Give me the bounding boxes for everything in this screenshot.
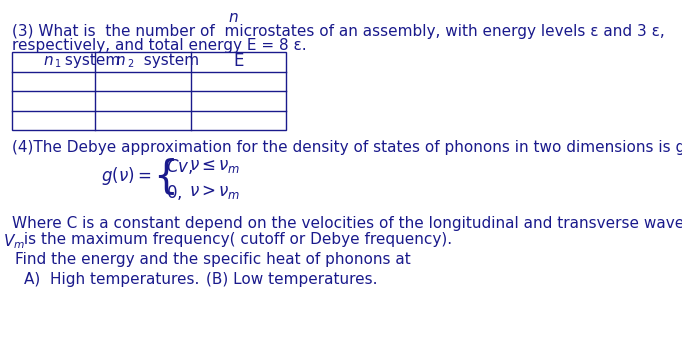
Text: n: n xyxy=(229,10,239,25)
Text: 2: 2 xyxy=(127,59,133,69)
Text: E: E xyxy=(233,52,243,70)
Text: (3) What is  the number of  microstates of an assembly, with energy levels ε and: (3) What is the number of microstates of… xyxy=(12,24,665,39)
Text: Where C is a constant depend on the velocities of the longitudinal and transvers: Where C is a constant depend on the velo… xyxy=(12,216,682,231)
Text: $V_m$: $V_m$ xyxy=(3,232,25,251)
Bar xyxy=(12,52,286,130)
Text: 1: 1 xyxy=(55,59,61,69)
Text: n: n xyxy=(44,53,53,68)
Text: $0,$: $0,$ xyxy=(166,182,182,202)
Text: (4)The Debye approximation for the density of states of phonons in two dimension: (4)The Debye approximation for the densi… xyxy=(12,140,682,155)
Text: Find the energy and the specific heat of phonons at: Find the energy and the specific heat of… xyxy=(15,252,411,267)
Text: $g(\nu) =$: $g(\nu) =$ xyxy=(100,165,151,187)
Text: n: n xyxy=(116,53,125,68)
Text: $\nu \leq \nu_m$: $\nu \leq \nu_m$ xyxy=(189,157,241,175)
Text: {: { xyxy=(153,157,178,195)
Text: system: system xyxy=(60,53,121,68)
Text: respectively, and total energy E = 8 ε.: respectively, and total energy E = 8 ε. xyxy=(12,38,307,53)
Text: $\nu > \nu_m$: $\nu > \nu_m$ xyxy=(189,183,241,201)
Text: is the maximum frequency( cutoff or Debye frequency).: is the maximum frequency( cutoff or Deby… xyxy=(19,232,452,247)
Text: $Cv,$: $Cv,$ xyxy=(166,157,193,175)
Text: system: system xyxy=(134,53,198,68)
Text: A)  High temperatures.: A) High temperatures. xyxy=(24,272,199,287)
Text: (B) Low temperatures.: (B) Low temperatures. xyxy=(205,272,377,287)
